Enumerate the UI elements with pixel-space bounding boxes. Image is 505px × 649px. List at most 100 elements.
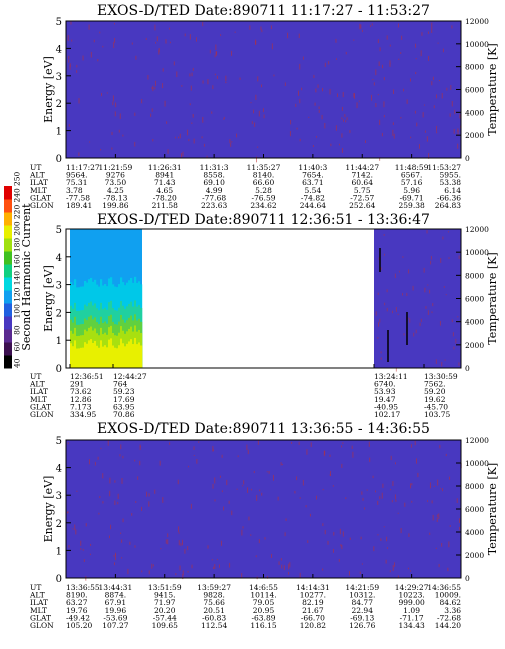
- spectrogram-column: [100, 340, 103, 368]
- table-cell: 4.25: [107, 186, 124, 195]
- data-speckle: [262, 108, 264, 113]
- data-speckle: [187, 546, 189, 551]
- data-speckle: [457, 130, 459, 136]
- data-speckle: [338, 558, 340, 562]
- data-speckle: [135, 55, 137, 60]
- data-speckle: [250, 488, 252, 491]
- data-speckle: [253, 109, 255, 114]
- table-cell: 11:48:59: [395, 163, 429, 172]
- data-speckle: [241, 573, 243, 579]
- data-speckle: [390, 455, 392, 461]
- data-speckle: [408, 317, 410, 319]
- data-speckle: [212, 483, 214, 489]
- data-speckle: [173, 61, 175, 66]
- data-speckle: [379, 157, 381, 161]
- data-speckle: [299, 572, 301, 578]
- data-speckle: [457, 316, 459, 318]
- data-speckle: [202, 22, 204, 27]
- data-speckle: [401, 35, 403, 40]
- colorbar: 406080100120140160180200220240250Second …: [4, 171, 33, 369]
- table-cell: 11:17:27: [66, 163, 100, 172]
- data-speckle: [406, 99, 408, 104]
- data-speckle: [392, 129, 394, 136]
- data-speckle: [203, 143, 205, 147]
- data-speckle: [380, 357, 382, 360]
- data-speckle: [361, 563, 363, 565]
- data-speckle: [349, 130, 351, 134]
- data-speckle: [394, 562, 396, 567]
- data-speckle: [378, 257, 380, 260]
- data-speckle: [102, 501, 104, 504]
- table-cell: -77.58: [66, 193, 90, 202]
- data-speckle: [167, 539, 169, 545]
- data-speckle: [427, 500, 429, 502]
- table-cell: 211.58: [152, 201, 178, 210]
- table-cell: 57.16: [401, 178, 423, 187]
- table-cell: 20.20: [154, 606, 176, 615]
- data-speckle: [441, 542, 443, 547]
- data-speckle: [381, 132, 383, 137]
- y2-tick-label: 2000: [465, 131, 484, 140]
- data-speckle: [225, 81, 227, 84]
- data-speckle: [450, 85, 452, 90]
- data-speckle: [295, 103, 297, 107]
- spectrogram-column: [88, 340, 91, 368]
- data-speckle: [442, 488, 444, 492]
- y-tick-label: 0: [56, 574, 62, 585]
- data-speckle: [231, 510, 233, 516]
- data-speckle: [344, 114, 346, 118]
- colorbar-segment: [4, 238, 12, 252]
- spectrogram-column: [72, 346, 75, 368]
- data-speckle: [459, 114, 461, 119]
- colorbar-segment: [4, 303, 12, 317]
- spectrogram-column: [120, 338, 123, 368]
- data-speckle: [402, 256, 404, 258]
- data-speckle: [440, 258, 442, 263]
- data-speckle: [430, 255, 432, 260]
- data-speckle: [386, 536, 388, 542]
- data-speckle: [169, 442, 171, 445]
- data-speckle: [187, 129, 189, 136]
- data-speckle: [141, 506, 143, 511]
- table-cell: 112.54: [201, 621, 227, 630]
- table-cell: 63.95: [113, 402, 135, 411]
- data-speckle: [212, 85, 214, 90]
- data-speckle: [389, 60, 391, 64]
- data-speckle: [389, 44, 391, 47]
- data-speckle: [342, 442, 344, 445]
- table-cell: 252.64: [349, 201, 375, 210]
- data-speckle: [90, 51, 92, 58]
- data-speckle: [321, 114, 323, 120]
- data-speckle: [439, 488, 441, 490]
- table-cell: -40.95: [374, 402, 398, 411]
- data-speckle: [135, 501, 137, 503]
- data-speckle: [358, 100, 360, 102]
- y2-tick-label: 6000: [465, 86, 484, 95]
- colorbar-segment: [4, 251, 12, 265]
- data-speckle: [430, 260, 432, 265]
- data-speckle: [225, 75, 227, 82]
- table-row-label: GLON: [30, 201, 54, 210]
- data-speckle: [258, 539, 260, 544]
- data-speckle: [190, 503, 192, 509]
- data-speckle: [312, 145, 314, 147]
- table-row-label: GLAT: [30, 193, 51, 202]
- table-cell: 9564.: [66, 171, 87, 180]
- table-cell: 53.38: [440, 178, 462, 187]
- data-speckle: [291, 441, 293, 444]
- data-speckle: [156, 36, 158, 42]
- data-speckle: [134, 545, 136, 548]
- data-speckle: [154, 24, 156, 31]
- data-speckle: [76, 64, 78, 68]
- table-cell: 20.51: [203, 606, 224, 615]
- data-speckle: [447, 567, 449, 572]
- spectrogram-column: [82, 347, 85, 368]
- table-cell: 21.67: [302, 606, 324, 615]
- data-speckle: [400, 528, 402, 534]
- data-speckle: [280, 558, 282, 561]
- data-speckle: [182, 151, 184, 157]
- data-speckle: [255, 40, 257, 45]
- data-speckle: [432, 303, 434, 307]
- data-speckle: [432, 514, 434, 521]
